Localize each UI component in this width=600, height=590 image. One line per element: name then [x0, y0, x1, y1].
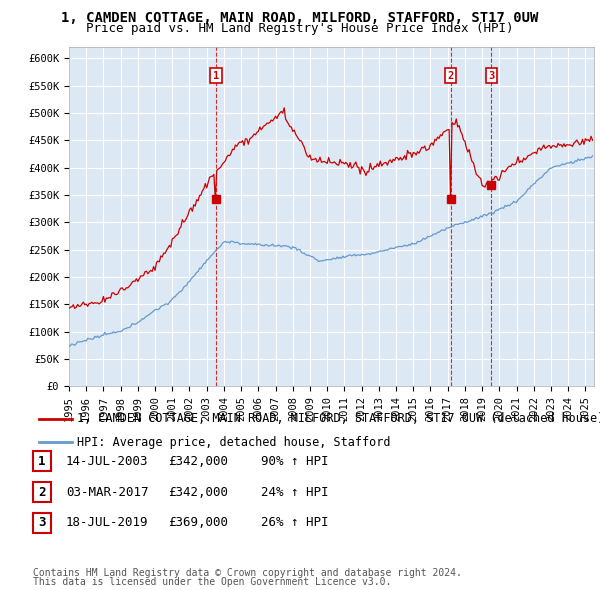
Text: 1: 1	[38, 455, 46, 468]
Text: This data is licensed under the Open Government Licence v3.0.: This data is licensed under the Open Gov…	[33, 577, 391, 587]
Text: £342,000: £342,000	[168, 455, 228, 468]
Text: HPI: Average price, detached house, Stafford: HPI: Average price, detached house, Staf…	[77, 435, 391, 448]
Text: Price paid vs. HM Land Registry's House Price Index (HPI): Price paid vs. HM Land Registry's House …	[86, 22, 514, 35]
Text: £369,000: £369,000	[168, 516, 228, 529]
Text: £342,000: £342,000	[168, 486, 228, 499]
Text: 1, CAMDEN COTTAGE, MAIN ROAD, MILFORD, STAFFORD, ST17 0UW (detached house): 1, CAMDEN COTTAGE, MAIN ROAD, MILFORD, S…	[77, 412, 600, 425]
Text: 18-JUL-2019: 18-JUL-2019	[66, 516, 149, 529]
Text: 1: 1	[213, 71, 219, 81]
Text: 14-JUL-2003: 14-JUL-2003	[66, 455, 149, 468]
Text: Contains HM Land Registry data © Crown copyright and database right 2024.: Contains HM Land Registry data © Crown c…	[33, 568, 462, 578]
Text: 2: 2	[448, 71, 454, 81]
Text: 3: 3	[488, 71, 494, 81]
Text: 90% ↑ HPI: 90% ↑ HPI	[261, 455, 329, 468]
Text: 1, CAMDEN COTTAGE, MAIN ROAD, MILFORD, STAFFORD, ST17 0UW: 1, CAMDEN COTTAGE, MAIN ROAD, MILFORD, S…	[61, 11, 539, 25]
Text: 26% ↑ HPI: 26% ↑ HPI	[261, 516, 329, 529]
Text: 2: 2	[38, 486, 46, 499]
Text: 03-MAR-2017: 03-MAR-2017	[66, 486, 149, 499]
Text: 3: 3	[38, 516, 46, 529]
Text: 24% ↑ HPI: 24% ↑ HPI	[261, 486, 329, 499]
